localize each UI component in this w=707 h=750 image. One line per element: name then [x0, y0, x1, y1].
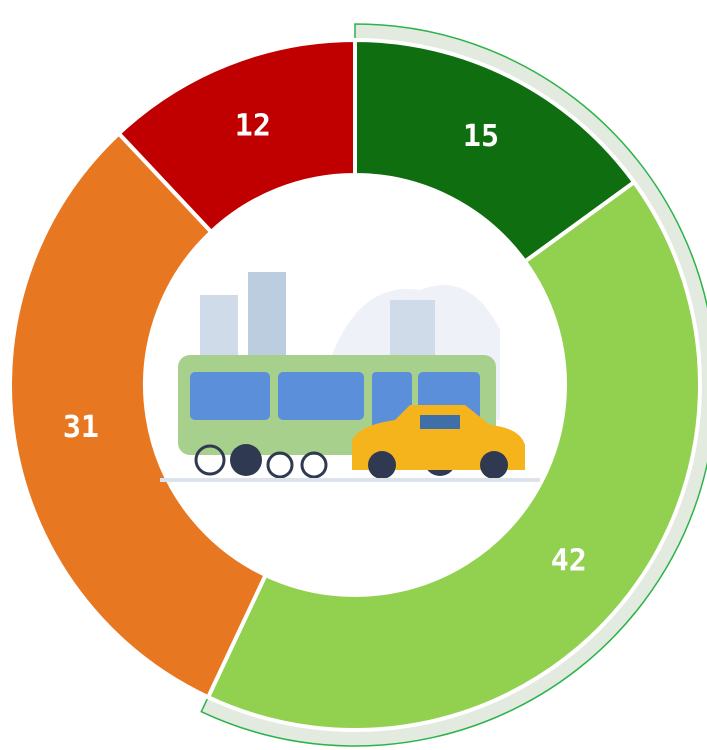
taxi-window: [420, 415, 460, 429]
wheel: [368, 451, 396, 479]
slice: [205, 179, 702, 732]
slice: [116, 37, 357, 235]
wheel: [480, 451, 508, 479]
road: [160, 478, 540, 482]
bike-wheel: [266, 451, 294, 479]
wheel: [230, 444, 262, 476]
value-label: 15: [463, 119, 499, 154]
taxi: [352, 405, 525, 470]
slice: [353, 37, 637, 265]
slices: [8, 37, 702, 732]
bike-wheel: [194, 444, 226, 476]
bus-window: [190, 372, 270, 420]
bus-window: [278, 372, 364, 420]
value-label: 42: [551, 543, 587, 578]
value-label: 31: [63, 410, 99, 445]
slice: [8, 130, 269, 700]
center-illustration: [147, 177, 563, 593]
value-label: 12: [235, 108, 271, 143]
bike-wheel: [300, 451, 328, 479]
value-labels: 15 42 31 12: [63, 108, 587, 578]
